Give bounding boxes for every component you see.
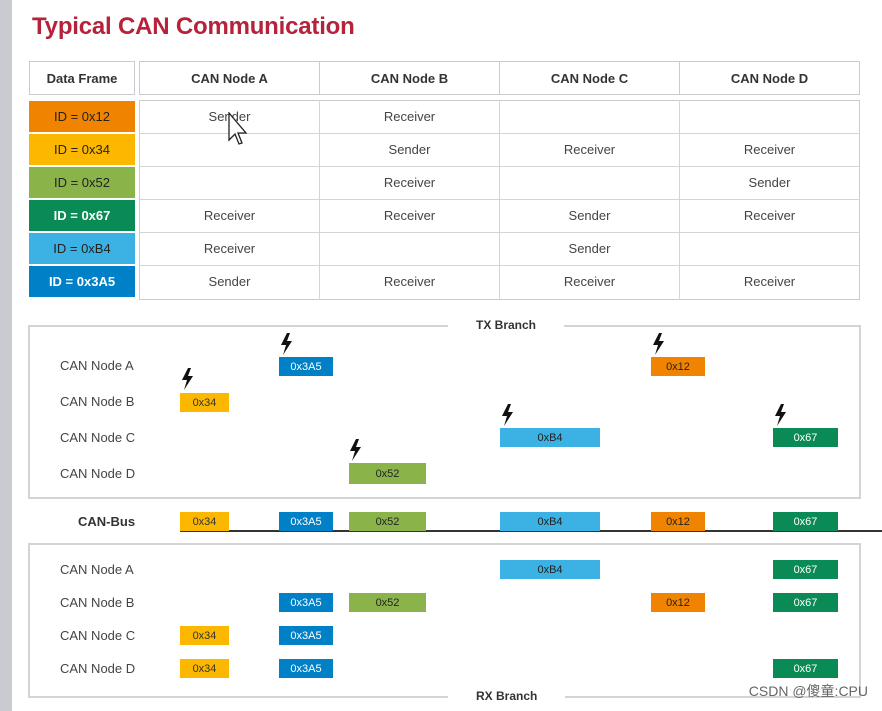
id-cell-0x52: ID = 0x52 bbox=[29, 167, 135, 198]
table-header-data-frame: Data Frame bbox=[29, 61, 135, 95]
rx-frame-0xb4: 0xB4 bbox=[500, 560, 600, 579]
tx-frame-0x67: 0x67 bbox=[773, 428, 838, 447]
rx-branch-title: RX Branch bbox=[448, 689, 566, 703]
can-bus-line bbox=[180, 530, 882, 532]
table-header-node-b: CAN Node B bbox=[319, 61, 500, 95]
table-cell: Receiver bbox=[563, 142, 616, 157]
table-cell bbox=[319, 232, 500, 265]
tx-node-label: CAN Node D bbox=[60, 466, 136, 481]
tx-branch-box bbox=[28, 325, 861, 499]
table-divider bbox=[139, 232, 860, 233]
page-title: Typical CAN Communication bbox=[32, 13, 355, 40]
table-cell: Receiver bbox=[563, 274, 616, 289]
table-header-node-c: CAN Node C bbox=[499, 61, 680, 95]
tx-node-label: CAN Node B bbox=[60, 394, 135, 409]
table-divider bbox=[139, 265, 860, 266]
table-cell: Receiver bbox=[203, 241, 256, 256]
rx-frame-0x67: 0x67 bbox=[773, 593, 838, 612]
table-divider bbox=[319, 100, 320, 300]
table-cell bbox=[679, 232, 860, 265]
id-cell-0xb4: ID = 0xB4 bbox=[29, 233, 135, 264]
tx-node-label: CAN Node C bbox=[60, 430, 136, 445]
bus-frame-0x52: 0x52 bbox=[349, 512, 426, 531]
table-cell bbox=[499, 166, 680, 199]
id-cell-0x34: ID = 0x34 bbox=[29, 134, 135, 165]
table-divider bbox=[499, 100, 500, 300]
rx-node-label: CAN Node C bbox=[60, 628, 136, 643]
rx-node-label: CAN Node D bbox=[60, 661, 136, 676]
table-cell bbox=[499, 100, 680, 133]
lightning-icon bbox=[502, 404, 513, 426]
rx-frame-0x3a5: 0x3A5 bbox=[279, 626, 333, 645]
table-cell: Receiver bbox=[743, 142, 796, 157]
tx-frame-0x3a5: 0x3A5 bbox=[279, 357, 333, 376]
table-cell: Receiver bbox=[743, 274, 796, 289]
rx-frame-0x3a5: 0x3A5 bbox=[279, 593, 333, 612]
tx-node-label: CAN Node A bbox=[60, 358, 134, 373]
id-cell-0x67: ID = 0x67 bbox=[29, 200, 135, 231]
table-cell: Receiver bbox=[383, 208, 436, 223]
rx-frame-0x3a5: 0x3A5 bbox=[279, 659, 333, 678]
table-cell: Sender bbox=[388, 142, 431, 157]
table-cell: Receiver bbox=[383, 175, 436, 190]
lightning-icon bbox=[281, 333, 292, 355]
table-header-node-a: CAN Node A bbox=[139, 61, 320, 95]
table-divider bbox=[139, 166, 860, 167]
watermark: CSDN @傻童:CPU bbox=[748, 683, 868, 699]
can-bus-label: CAN-Bus bbox=[78, 514, 136, 529]
lightning-icon bbox=[653, 333, 664, 355]
rx-frame-0x34: 0x34 bbox=[180, 626, 229, 645]
rx-branch-box bbox=[28, 543, 861, 698]
rx-frame-0x52: 0x52 bbox=[349, 593, 426, 612]
lightning-icon bbox=[775, 404, 786, 426]
rx-frame-0x34: 0x34 bbox=[180, 659, 229, 678]
table-cell: Sender bbox=[748, 175, 791, 190]
table-cell bbox=[679, 100, 860, 133]
table-divider bbox=[139, 199, 860, 200]
lightning-icon bbox=[182, 368, 193, 390]
id-cell-0x3a5: ID = 0x3A5 bbox=[29, 266, 135, 297]
table-cell bbox=[139, 166, 320, 199]
tx-frame-0xb4: 0xB4 bbox=[500, 428, 600, 447]
bus-frame-0xb4: 0xB4 bbox=[500, 512, 600, 531]
table-cell: Receiver bbox=[203, 208, 256, 223]
bus-frame-0x12: 0x12 bbox=[651, 512, 705, 531]
table-cell: Receiver bbox=[383, 109, 436, 124]
window-background-edge bbox=[0, 0, 12, 711]
table-divider bbox=[679, 100, 680, 300]
table-header-node-d: CAN Node D bbox=[679, 61, 860, 95]
tx-frame-0x34: 0x34 bbox=[180, 393, 229, 412]
lightning-icon bbox=[350, 439, 361, 461]
bus-frame-0x3a5: 0x3A5 bbox=[279, 512, 333, 531]
tx-frame-0x52: 0x52 bbox=[349, 463, 426, 484]
rx-node-label: CAN Node A bbox=[60, 562, 134, 577]
bus-frame-0x34: 0x34 bbox=[180, 512, 229, 531]
mouse-cursor-icon bbox=[228, 112, 248, 145]
table-cell: Receiver bbox=[383, 274, 436, 289]
table-cell: Sender bbox=[208, 274, 251, 289]
rx-frame-0x67: 0x67 bbox=[773, 659, 838, 678]
rx-frame-0x67: 0x67 bbox=[773, 560, 838, 579]
table-cell: Sender bbox=[568, 241, 611, 256]
tx-frame-0x12: 0x12 bbox=[651, 357, 705, 376]
table-cell: Sender bbox=[568, 208, 611, 223]
table-cell: Receiver bbox=[743, 208, 796, 223]
bus-frame-0x67: 0x67 bbox=[773, 512, 838, 531]
table-divider bbox=[139, 133, 860, 134]
rx-frame-0x12: 0x12 bbox=[651, 593, 705, 612]
rx-node-label: CAN Node B bbox=[60, 595, 135, 610]
id-cell-0x12: ID = 0x12 bbox=[29, 101, 135, 132]
tx-branch-title: TX Branch bbox=[448, 318, 565, 332]
